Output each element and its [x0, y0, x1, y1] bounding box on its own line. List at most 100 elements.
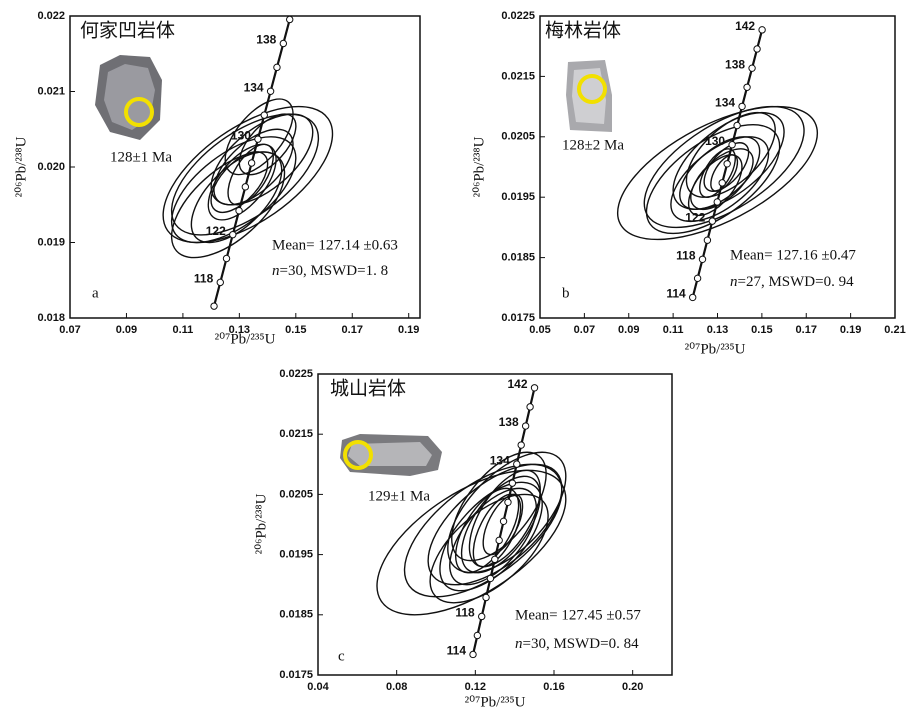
age-marker [689, 294, 695, 300]
age-marker [714, 199, 720, 205]
age-label: 118 [676, 248, 696, 262]
age-label: 142 [735, 19, 755, 33]
age-marker [261, 112, 267, 118]
y-tick-label: 0.0225 [279, 368, 313, 380]
mean-age: Mean= 127.45 ±0.57 [515, 607, 641, 623]
age-marker [514, 461, 520, 467]
age-label: 118 [194, 272, 214, 286]
age-label: 114 [447, 644, 467, 658]
y-tick-label: 0.0205 [501, 131, 535, 143]
age-label: 130 [231, 128, 251, 142]
y-tick-label: 0.0205 [279, 488, 313, 500]
n-symbol: n [515, 636, 523, 652]
age-marker [505, 499, 511, 505]
y-axis-label: ²⁰⁶Pb/²³⁸U [253, 493, 269, 554]
x-axis-label: ²⁰⁷Pb/²³⁵U [465, 694, 526, 710]
x-tick-label: 0.19 [398, 324, 419, 336]
stats: n=27, MSWD=0. 94 [730, 274, 854, 290]
y-tick-label: 0.022 [37, 10, 65, 22]
stats-text: =27, MSWD=0. 94 [738, 274, 855, 290]
age-label: 122 [685, 210, 705, 224]
age-label: 134 [490, 453, 510, 467]
panel-label: c [338, 648, 345, 664]
crystal-image-a [95, 55, 162, 140]
panel-label: a [92, 285, 99, 301]
y-tick-label: 0.0195 [279, 549, 313, 561]
age-marker [724, 161, 730, 167]
age-marker [474, 632, 480, 638]
y-tick-label: 0.020 [37, 161, 65, 173]
y-tick-label: 0.018 [37, 312, 65, 324]
age-marker [280, 40, 286, 46]
y-tick-label: 0.0175 [279, 669, 313, 681]
stats: n=30, MSWD=0. 84 [515, 636, 639, 652]
panel-title: 何家凹岩体 [80, 19, 175, 41]
error-ellipse [628, 104, 797, 255]
x-tick-label: 0.21 [884, 324, 905, 336]
n-symbol: n [730, 274, 738, 290]
y-tick-label: 0.0175 [501, 312, 535, 324]
y-tick-label: 0.021 [37, 85, 65, 97]
age-marker [729, 142, 735, 148]
y-axis-label: ²⁰⁶Pb/²³⁸U [13, 136, 29, 197]
x-tick-label: 0.09 [618, 324, 639, 336]
x-tick-label: 0.12 [465, 681, 486, 693]
age-label: 134 [244, 80, 264, 94]
x-tick-label: 0.07 [59, 324, 80, 336]
x-tick-label: 0.15 [285, 324, 306, 336]
age-label: 138 [725, 57, 745, 71]
mean-age: Mean= 127.14 ±0.63 [272, 237, 398, 253]
image-caption: 128±2 Ma [562, 137, 624, 153]
age-marker [496, 537, 502, 543]
age-marker [230, 231, 236, 237]
x-axis-label: ²⁰⁷Pb/²³⁵U [215, 331, 276, 347]
age-label: 130 [705, 134, 725, 148]
y-tick-label: 0.0185 [279, 609, 313, 621]
age-marker [522, 423, 528, 429]
age-marker [255, 136, 261, 142]
image-caption: 128±1 Ma [110, 149, 172, 165]
y-tick-label: 0.0215 [501, 70, 535, 82]
age-marker [509, 480, 515, 486]
x-tick-label: 0.09 [116, 324, 137, 336]
age-label: 122 [206, 224, 226, 238]
age-marker [749, 65, 755, 71]
age-marker [487, 575, 493, 581]
figure: 0.070.090.110.130.150.170.190.0180.0190.… [0, 0, 906, 713]
age-marker [492, 556, 498, 562]
age-marker [248, 160, 254, 166]
age-marker [274, 64, 280, 70]
stats-text: =30, MSWD=1. 8 [280, 263, 389, 279]
x-tick-label: 0.17 [796, 324, 817, 336]
y-tick-label: 0.019 [37, 236, 65, 248]
age-label: 138 [499, 415, 519, 429]
age-marker [483, 594, 489, 600]
plot-frame [318, 374, 672, 675]
age-label: 142 [507, 377, 527, 391]
age-marker [500, 518, 506, 524]
error-ellipse [196, 133, 289, 232]
age-marker [699, 256, 705, 262]
age-marker [754, 46, 760, 52]
x-tick-label: 0.08 [386, 681, 407, 693]
age-label: 134 [715, 96, 735, 110]
y-tick-label: 0.0185 [501, 252, 535, 264]
stats: n=30, MSWD=1. 8 [272, 263, 388, 279]
x-tick-label: 0.04 [307, 681, 329, 693]
x-tick-label: 0.16 [543, 681, 564, 693]
crystal-image-b [566, 60, 612, 132]
age-marker [470, 651, 476, 657]
age-label: 138 [256, 33, 276, 47]
x-tick-label: 0.07 [574, 324, 595, 336]
age-marker [518, 442, 524, 448]
panel-title: 城山岩体 [330, 377, 406, 399]
age-marker [739, 103, 745, 109]
age-marker [759, 27, 765, 33]
age-marker [236, 208, 242, 214]
stats-text: =30, MSWD=0. 84 [523, 636, 640, 652]
age-marker [527, 404, 533, 410]
age-marker [719, 180, 725, 186]
panel-label: b [562, 285, 570, 301]
mean-age: Mean= 127.16 ±0.47 [730, 247, 856, 263]
age-marker [479, 613, 485, 619]
